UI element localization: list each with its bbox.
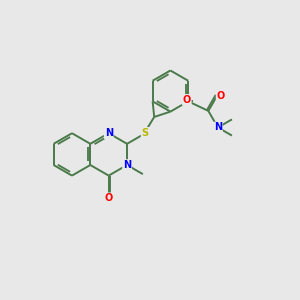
Text: N: N xyxy=(214,122,222,133)
Text: N: N xyxy=(123,160,131,170)
Text: S: S xyxy=(142,128,149,138)
Text: O: O xyxy=(217,91,225,100)
Text: N: N xyxy=(105,128,113,138)
Text: O: O xyxy=(183,95,191,105)
Text: O: O xyxy=(105,193,113,203)
